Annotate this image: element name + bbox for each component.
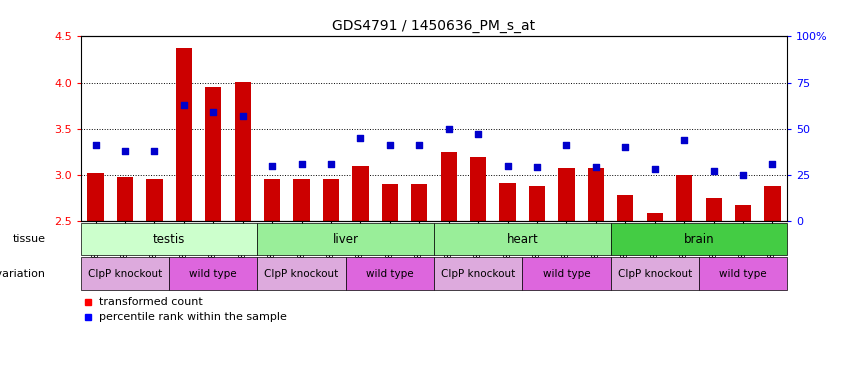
Bar bbox=[235, 82, 251, 221]
Text: percentile rank within the sample: percentile rank within the sample bbox=[99, 312, 287, 322]
Bar bbox=[434, 257, 523, 290]
Point bbox=[118, 148, 132, 154]
Bar bbox=[352, 166, 368, 221]
Text: wild type: wild type bbox=[190, 268, 237, 279]
Bar bbox=[764, 186, 780, 221]
Bar bbox=[257, 223, 434, 255]
Bar bbox=[676, 175, 692, 221]
Text: genotype/variation: genotype/variation bbox=[0, 268, 46, 279]
Point bbox=[89, 142, 102, 148]
Bar bbox=[558, 168, 574, 221]
Point bbox=[707, 168, 721, 174]
Bar bbox=[588, 168, 604, 221]
Bar bbox=[257, 257, 346, 290]
Point bbox=[177, 102, 191, 108]
Bar bbox=[470, 157, 486, 221]
Point bbox=[530, 164, 544, 170]
Point bbox=[560, 142, 574, 148]
Bar bbox=[205, 87, 221, 221]
Bar bbox=[88, 173, 104, 221]
Point bbox=[500, 162, 514, 169]
Point bbox=[648, 166, 661, 172]
Point bbox=[354, 135, 368, 141]
Text: wild type: wild type bbox=[543, 268, 591, 279]
Point bbox=[413, 142, 426, 148]
Text: ClpP knockout: ClpP knockout bbox=[441, 268, 516, 279]
Bar bbox=[500, 183, 516, 221]
Text: tissue: tissue bbox=[13, 234, 46, 244]
Text: ClpP knockout: ClpP knockout bbox=[88, 268, 163, 279]
Bar bbox=[529, 186, 545, 221]
Bar bbox=[610, 223, 787, 255]
Point bbox=[589, 164, 603, 170]
Text: wild type: wild type bbox=[719, 268, 767, 279]
Point bbox=[736, 172, 750, 178]
Bar bbox=[647, 214, 663, 221]
Point bbox=[294, 161, 308, 167]
Bar bbox=[441, 152, 457, 221]
Bar bbox=[81, 257, 169, 290]
Bar bbox=[735, 205, 751, 221]
Bar bbox=[382, 184, 398, 221]
Bar bbox=[294, 179, 310, 221]
Bar bbox=[81, 223, 257, 255]
Bar bbox=[264, 179, 280, 221]
Point bbox=[677, 137, 691, 143]
Bar bbox=[346, 257, 434, 290]
Bar bbox=[434, 223, 610, 255]
Point bbox=[147, 148, 161, 154]
Point bbox=[324, 161, 338, 167]
Text: heart: heart bbox=[506, 233, 538, 245]
Bar bbox=[523, 257, 610, 290]
Bar bbox=[699, 257, 787, 290]
Bar bbox=[610, 257, 699, 290]
Bar bbox=[323, 179, 339, 221]
Point bbox=[236, 113, 249, 119]
Bar bbox=[176, 48, 192, 221]
Bar bbox=[146, 179, 163, 221]
Point bbox=[266, 162, 279, 169]
Text: liver: liver bbox=[333, 233, 359, 245]
Point bbox=[383, 142, 397, 148]
Text: testis: testis bbox=[153, 233, 186, 245]
Text: wild type: wild type bbox=[366, 268, 414, 279]
Bar bbox=[117, 177, 133, 221]
Point bbox=[766, 161, 780, 167]
Bar bbox=[169, 257, 257, 290]
Bar bbox=[411, 184, 427, 221]
Text: brain: brain bbox=[683, 233, 714, 245]
Text: ClpP knockout: ClpP knockout bbox=[265, 268, 339, 279]
Point bbox=[442, 126, 455, 132]
Point bbox=[207, 109, 220, 115]
Point bbox=[619, 144, 632, 150]
Bar bbox=[705, 198, 722, 221]
Text: transformed count: transformed count bbox=[99, 296, 203, 306]
Title: GDS4791 / 1450636_PM_s_at: GDS4791 / 1450636_PM_s_at bbox=[333, 19, 535, 33]
Point bbox=[471, 131, 485, 137]
Text: ClpP knockout: ClpP knockout bbox=[618, 268, 692, 279]
Bar bbox=[617, 195, 633, 221]
